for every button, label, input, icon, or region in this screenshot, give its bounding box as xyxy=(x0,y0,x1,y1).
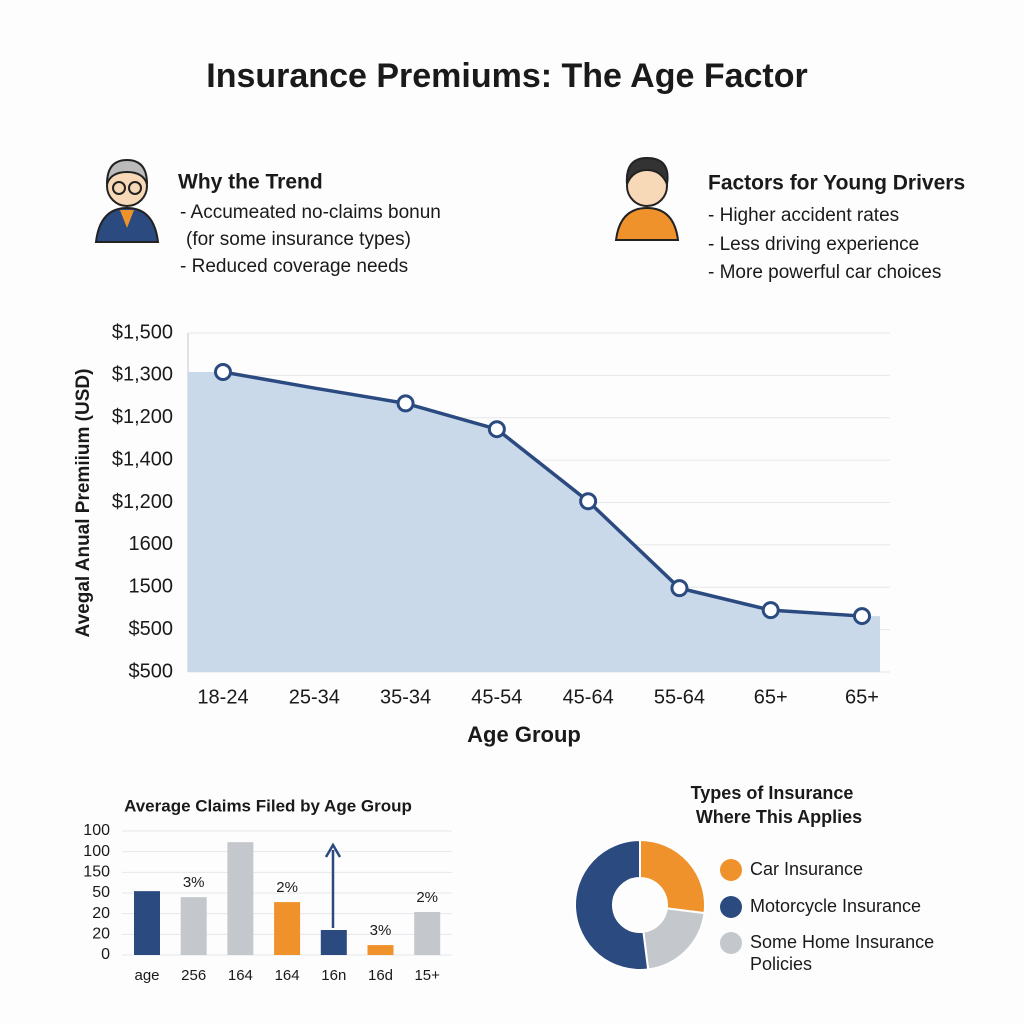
x-tick-label: 65+ xyxy=(754,686,788,708)
info-heading: Why the Trend xyxy=(178,171,323,194)
y-tick-label: 20 xyxy=(92,926,110,943)
data-label: 3% xyxy=(183,874,205,891)
legend-label: Car Insurance xyxy=(750,859,863,879)
x-tick-label: 45-64 xyxy=(563,686,614,708)
legend-swatch xyxy=(720,932,742,954)
area xyxy=(188,371,880,672)
x-tick-label: 45-54 xyxy=(471,686,522,708)
marker xyxy=(853,607,871,626)
pie-title: Types of Insurance xyxy=(691,783,854,803)
pie-slice xyxy=(639,838,706,915)
bar xyxy=(134,891,160,955)
info-item: (for some insurance types) xyxy=(186,229,411,250)
y-tick-label: $1,500 xyxy=(112,321,173,343)
bar xyxy=(274,902,301,955)
y-tick-label: 100 xyxy=(83,843,110,860)
bar xyxy=(227,842,254,955)
young-person-icon xyxy=(614,156,680,241)
legend-label: Motorcycle Insurance xyxy=(750,896,921,916)
x-tick-label: age xyxy=(134,967,159,984)
y-tick-label: $1,200 xyxy=(112,491,173,513)
data-label: 3% xyxy=(370,922,392,939)
legend-swatch xyxy=(720,859,742,881)
marker xyxy=(579,492,598,511)
info-item: - Accumeated no-claims bonun xyxy=(180,202,441,223)
y-tick-label: 150 xyxy=(83,864,110,881)
marker xyxy=(487,420,506,439)
y-tick-label: 20 xyxy=(92,905,110,922)
x-tick-label: 35-34 xyxy=(380,686,431,708)
bar-chart-title: Average Claims Filed by Age Group xyxy=(124,796,412,815)
line xyxy=(222,370,863,618)
y-tick-label: $1,300 xyxy=(112,364,173,386)
marker xyxy=(214,362,232,381)
info-heading: Factors for Young Drivers xyxy=(708,172,965,195)
page-title: Insurance Premiums: The Age Factor xyxy=(206,57,807,95)
y-axis-label: Avegal Anual Premiium (USD) xyxy=(73,369,94,638)
x-tick-label: 18-24 xyxy=(197,686,248,708)
x-tick-label: 25-34 xyxy=(289,686,340,708)
info-item: - Less driving experience xyxy=(708,234,919,255)
marker xyxy=(396,394,415,413)
y-tick-label: 1600 xyxy=(129,533,174,555)
x-axis-label: Age Group xyxy=(467,722,581,747)
x-tick-label: 256 xyxy=(181,967,206,984)
y-tick-label: $1,200 xyxy=(112,406,173,428)
y-tick-label: $500 xyxy=(129,660,174,682)
info-item: - Reduced coverage needs xyxy=(180,256,408,277)
bar xyxy=(320,929,347,955)
x-tick-label: 65+ xyxy=(845,686,879,708)
x-tick-label: 16d xyxy=(368,967,393,984)
pie-slice xyxy=(574,838,650,971)
y-tick-label: 100 xyxy=(83,822,110,839)
legend-label: Some Home Insurance Policies xyxy=(750,932,934,974)
y-tick-label: $1,400 xyxy=(112,448,173,470)
y-tick-label: 0 xyxy=(101,946,110,963)
info-item: - Higher accident rates xyxy=(708,205,899,226)
y-tick-label: $500 xyxy=(129,618,174,640)
marker xyxy=(761,601,780,620)
pie-title: Where This Applies xyxy=(696,807,862,827)
data-label: 2% xyxy=(276,879,298,896)
legend-swatch xyxy=(720,896,742,918)
x-tick-label: 16n xyxy=(321,967,346,984)
pie-slice xyxy=(642,907,706,971)
x-tick-label: 164 xyxy=(275,967,300,984)
older-person-icon xyxy=(94,158,160,243)
x-tick-label: 55-64 xyxy=(654,686,705,708)
data-label: 2% xyxy=(416,889,438,906)
bar xyxy=(414,912,441,955)
bar xyxy=(180,897,207,955)
y-tick-label: 1500 xyxy=(129,576,174,598)
x-tick-label: 164 xyxy=(228,967,253,984)
arrow-head xyxy=(324,842,342,858)
y-tick-label: 50 xyxy=(92,884,110,901)
bar xyxy=(367,945,394,955)
x-tick-label: 15+ xyxy=(414,967,440,984)
marker xyxy=(670,579,689,598)
info-item: - More powerful car choices xyxy=(708,262,941,283)
